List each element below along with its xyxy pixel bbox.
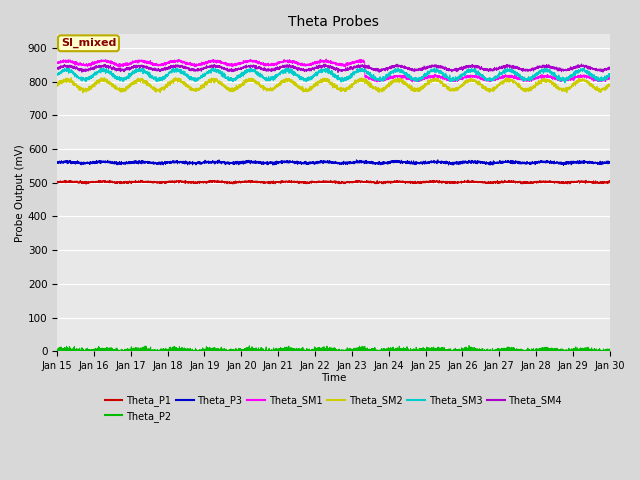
Y-axis label: Probe Output (mV): Probe Output (mV) xyxy=(15,144,25,242)
Legend: Theta_P1, Theta_P2, Theta_P3, Theta_SM1, Theta_SM2, Theta_SM3, Theta_SM4: Theta_P1, Theta_P2, Theta_P3, Theta_SM1,… xyxy=(101,391,566,426)
Title: Theta Probes: Theta Probes xyxy=(288,15,379,29)
Text: SI_mixed: SI_mixed xyxy=(61,38,116,48)
X-axis label: Time: Time xyxy=(321,372,346,383)
